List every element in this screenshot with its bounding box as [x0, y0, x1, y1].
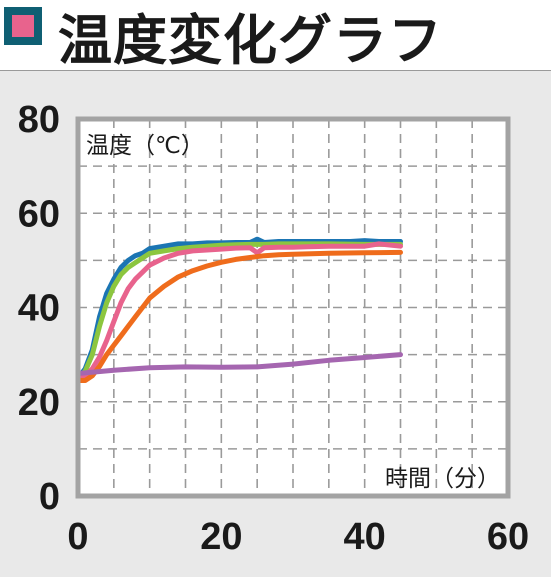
series-line-2: [75, 241, 403, 381]
x-tick-label: 0: [67, 516, 88, 558]
title-square-icon: [4, 7, 42, 45]
x-tick-label: 60: [487, 516, 529, 558]
y-tick-label: 0: [39, 476, 60, 518]
series-line-3: [75, 241, 403, 381]
chart-panel: 0 20 40 60 80 0 20 40 60 温度（℃） 時間（分）: [0, 70, 551, 577]
y-tick-label: 60: [18, 193, 60, 235]
chart-title: 温度変化グラフ: [58, 9, 443, 72]
y-tick-label: 20: [18, 382, 60, 424]
title-square-inner: [12, 15, 34, 37]
plot-frame: [75, 116, 511, 499]
y-tick-label: 40: [18, 288, 60, 330]
series-line-1: [75, 236, 403, 381]
series-line-5: [75, 352, 403, 376]
y-axis-label: 温度（℃）: [86, 133, 204, 159]
grid-lines: [78, 119, 508, 496]
y-tick-label: 80: [18, 99, 60, 141]
label-layer: 0 20 40 60 80 0 20 40 60 温度（℃） 時間（分）: [18, 99, 529, 558]
temperature-line-chart: 0 20 40 60 80 0 20 40 60 温度（℃） 時間（分）: [18, 99, 529, 558]
chart-header: 温度変化グラフ: [0, 0, 551, 72]
x-axis-label: 時間（分）: [385, 466, 500, 492]
x-tick-label: 40: [344, 516, 386, 558]
series-line-4: [75, 249, 403, 383]
series-layer: [75, 236, 403, 383]
x-tick-label: 20: [200, 516, 242, 558]
